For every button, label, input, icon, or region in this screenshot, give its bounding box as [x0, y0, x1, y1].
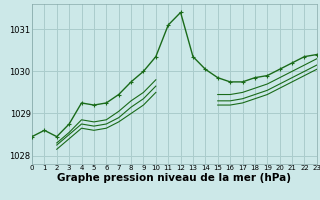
- X-axis label: Graphe pression niveau de la mer (hPa): Graphe pression niveau de la mer (hPa): [57, 173, 292, 183]
